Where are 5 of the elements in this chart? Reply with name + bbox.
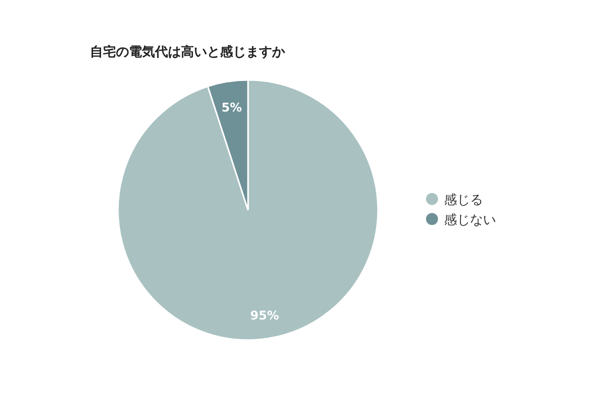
legend-label: 感じる — [444, 193, 483, 208]
legend-label: 感じない — [444, 213, 496, 228]
data-label: 5% — [222, 100, 242, 114]
data-label: 95% — [250, 308, 280, 322]
chart-title: 自宅の電気代は高いと感じますか — [90, 44, 286, 60]
